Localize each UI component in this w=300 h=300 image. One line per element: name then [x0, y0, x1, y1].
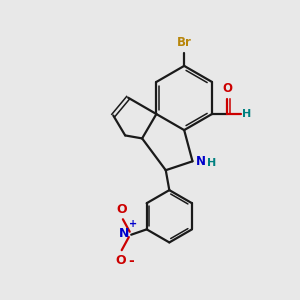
- Text: O: O: [115, 254, 125, 267]
- Text: -: -: [128, 254, 134, 268]
- Text: O: O: [116, 203, 127, 216]
- Text: H: H: [242, 109, 251, 119]
- Text: Br: Br: [177, 36, 192, 49]
- Text: N: N: [196, 155, 206, 168]
- Text: +: +: [129, 219, 137, 230]
- Text: O: O: [222, 82, 233, 95]
- Text: H: H: [207, 158, 216, 168]
- Text: N: N: [119, 227, 130, 240]
